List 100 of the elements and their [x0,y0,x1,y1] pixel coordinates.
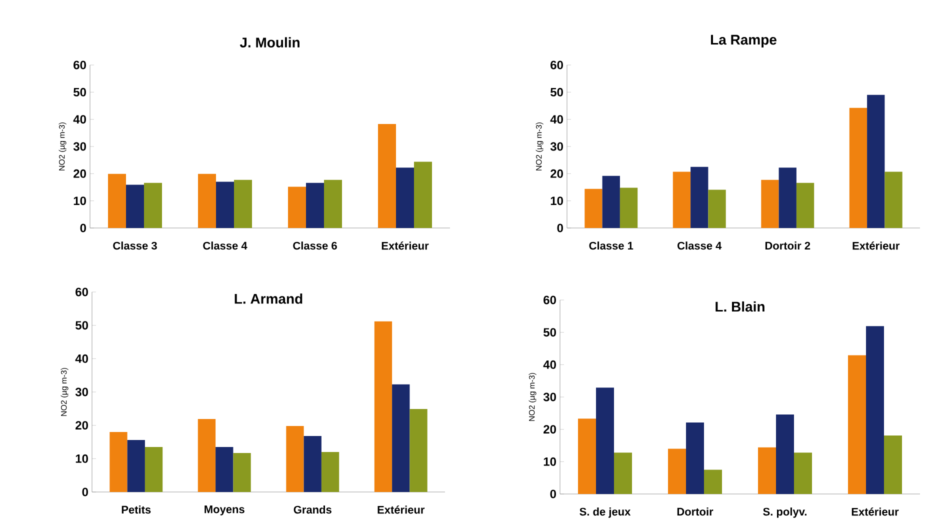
y-tick-label: 40 [75,354,88,363]
bar [233,452,251,492]
y-axis-title: NO2 (µg m-3) [528,372,536,421]
x-tick-label: Classe 4 [678,242,722,250]
bar [596,388,614,494]
chart-title: La Rampe [710,34,776,48]
bar [144,446,163,492]
bar [614,452,632,494]
bar [396,168,414,228]
bar [761,180,779,228]
bar [286,426,304,492]
chart-title: L. Armand [234,294,302,304]
chart-title: J. Moulin [240,37,300,48]
bar [867,94,885,228]
bar [708,190,726,228]
bar [216,446,234,492]
x-tick-label: Extérieur [382,242,429,250]
bar [198,418,216,492]
bar [758,447,776,494]
bar [584,188,602,228]
y-tick-label: 10 [550,196,563,206]
bar [672,172,691,228]
bar [144,182,162,228]
bar [321,452,340,492]
bar [776,414,794,494]
y-tick-label: 30 [550,142,563,151]
bar [849,108,868,228]
bar [778,168,796,228]
x-tick-label: Petits [122,506,151,514]
bar [234,180,252,228]
bar [324,180,342,228]
y-tick-label: 0 [557,224,563,232]
y-tick-label: 40 [543,360,556,369]
x-tick-label: Extérieur [852,508,899,516]
x-tick-label: Extérieur [378,506,425,514]
x-tick-label: Moyens [204,506,244,516]
bar [110,432,128,492]
bar [378,124,396,228]
bar [392,384,410,492]
x-tick-label: Dortoir [677,508,714,516]
chart-title: L. Blain [716,301,764,312]
y-tick-label: 20 [550,169,563,178]
y-tick-label: 20 [76,421,88,430]
x-tick-label: Classe 1 [589,242,634,250]
x-tick-label: Extérieur [852,242,900,250]
bar [127,440,145,492]
bar [794,452,812,494]
y-axis-title: NO2 (µg m-3) [536,122,544,170]
y-tick-label: 10 [74,196,86,206]
bar [884,435,902,494]
y-tick-label: 20 [544,425,556,434]
x-tick-label: Classe 4 [203,242,248,250]
y-tick-label: 50 [74,88,86,96]
y-tick-label: 0 [80,224,86,232]
y-tick-label: 0 [82,488,88,496]
y-axis-title: NO2 (µg m-3) [58,122,66,170]
x-tick-label: S. polyv. [763,508,806,518]
y-tick-label: 10 [544,457,556,466]
bar [374,321,392,492]
x-tick-label: Dortoir 2 [765,242,810,250]
y-tick-label: 60 [544,296,556,304]
bar [288,186,306,228]
y-tick-label: 30 [73,142,86,151]
bar [126,184,144,228]
bar [198,174,216,228]
y-tick-label: 50 [76,321,88,330]
bar [620,188,638,228]
bar [796,182,814,228]
bar [414,162,432,228]
bar [216,182,234,228]
y-tick-label: 60 [74,60,86,70]
x-tick-label: Classe 3 [113,242,157,250]
bar [848,355,866,494]
y-tick-label: 50 [550,88,563,96]
bar [686,422,704,494]
bar [602,176,620,228]
bar [108,174,126,228]
x-tick-label: Classe 6 [293,242,337,250]
y-tick-label: 60 [76,288,88,296]
bar [704,470,722,494]
y-axis-title: NO2 (µg m-3) [60,368,68,416]
y-tick-label: 30 [75,388,88,396]
y-tick-label: 10 [76,454,88,463]
y-tick-label: 50 [544,328,556,337]
bar [410,408,428,492]
y-tick-label: 40 [73,115,86,124]
bar [866,326,884,494]
bar [668,448,686,494]
y-tick-label: 0 [550,490,556,498]
y-tick-label: 60 [550,60,563,70]
bar [306,182,324,228]
bar [690,166,708,228]
y-tick-label: 20 [74,169,86,178]
y-tick-label: 30 [543,392,556,402]
bar [884,172,902,228]
y-tick-label: 40 [550,115,563,124]
x-tick-label: Grands [294,506,332,514]
bar [304,436,322,492]
bar [578,418,596,494]
x-tick-label: S. de jeux [580,508,631,518]
